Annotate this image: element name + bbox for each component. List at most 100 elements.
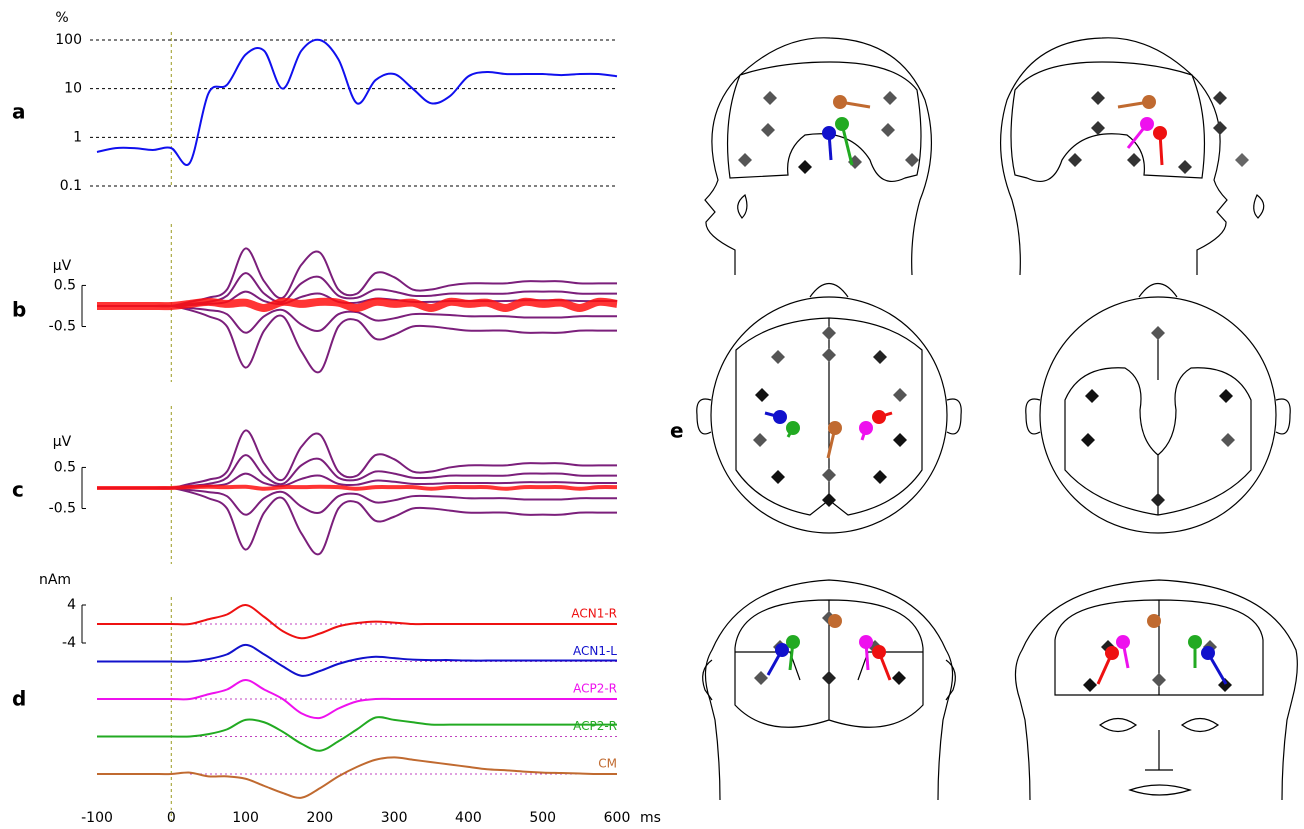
mouth xyxy=(1130,785,1190,795)
dipoles xyxy=(822,95,870,165)
y-tick-label: -0.5 xyxy=(49,319,76,335)
sensor xyxy=(881,123,895,137)
sensor xyxy=(763,91,777,105)
dipole xyxy=(786,421,800,435)
sensor xyxy=(893,433,907,447)
sensor xyxy=(1151,493,1165,507)
brain-outline xyxy=(1065,335,1251,515)
legend-label: ACN1-L xyxy=(573,644,617,658)
sensor xyxy=(822,326,836,340)
sensor xyxy=(1068,153,1082,167)
sensor xyxy=(1081,433,1095,447)
sensor xyxy=(873,470,887,484)
sensor xyxy=(883,91,897,105)
dipole xyxy=(1153,126,1167,140)
x-tick-label: 500 xyxy=(529,810,556,826)
sensor xyxy=(738,153,752,167)
ear xyxy=(697,399,711,434)
sensor xyxy=(1221,433,1235,447)
nose xyxy=(810,284,848,298)
series-line xyxy=(97,605,617,638)
panel-label: b xyxy=(12,298,26,322)
y-tick-label: 10 xyxy=(64,81,82,97)
x-tick-label: 600 xyxy=(604,810,631,826)
nose xyxy=(1145,730,1173,770)
sensor xyxy=(905,153,919,167)
sensor xyxy=(1151,326,1165,340)
series-line xyxy=(97,40,617,165)
legend-label: ACP2-R xyxy=(573,719,617,733)
ear xyxy=(738,195,747,218)
ear xyxy=(703,660,712,700)
dipole xyxy=(835,117,849,131)
x-tick-label: 200 xyxy=(306,810,333,826)
figure: e xyxy=(0,0,1304,829)
head-side-right xyxy=(1001,38,1264,275)
sensor xyxy=(1235,153,1249,167)
eye xyxy=(1100,719,1218,732)
y-tick-label: 0.5 xyxy=(54,459,76,475)
y-axis-label: μV xyxy=(53,258,72,274)
dipole xyxy=(1116,635,1130,649)
dipole xyxy=(773,410,787,424)
legend-label: ACN1-R xyxy=(571,607,617,621)
ear xyxy=(946,660,955,700)
sensor xyxy=(873,350,887,364)
series-line xyxy=(97,757,617,797)
head-top-views xyxy=(697,284,1290,534)
sensor xyxy=(761,123,775,137)
sensor xyxy=(755,388,769,402)
sensor xyxy=(1152,673,1166,687)
panel-label: e xyxy=(670,419,684,443)
ear xyxy=(1276,399,1290,434)
y-tick-label: 4 xyxy=(67,597,76,613)
sensor xyxy=(1178,160,1192,174)
dipole xyxy=(859,635,873,649)
head-side-left xyxy=(705,38,931,275)
dipole xyxy=(1140,117,1154,131)
sensors xyxy=(753,326,1235,507)
x-tick-label: -100 xyxy=(81,810,113,826)
series-line xyxy=(97,487,617,489)
series-line xyxy=(97,488,617,515)
sensor xyxy=(892,671,906,685)
x-tick-label: 100 xyxy=(232,810,259,826)
dipole xyxy=(828,614,842,628)
dipole xyxy=(1188,635,1202,649)
ear xyxy=(1254,195,1264,218)
sensor xyxy=(1083,678,1097,692)
legend-label: ACP2-R xyxy=(573,682,617,696)
y-axis-label: % xyxy=(55,10,68,26)
y-tick-label: 100 xyxy=(55,32,82,48)
dipole xyxy=(822,126,836,140)
panel-label: c xyxy=(12,478,24,502)
panel-label: d xyxy=(12,687,26,711)
sensor xyxy=(822,348,836,362)
sensor xyxy=(754,671,768,685)
x-tick-label: 0 xyxy=(167,810,176,826)
dipole xyxy=(1201,646,1215,660)
head-outline xyxy=(1001,38,1227,275)
series-line xyxy=(97,645,617,676)
dipole xyxy=(1147,614,1161,628)
sensor xyxy=(1091,121,1105,135)
sensor xyxy=(1219,389,1233,403)
head-outline xyxy=(705,38,931,275)
sensor xyxy=(1085,389,1099,403)
head-outline xyxy=(1015,580,1297,800)
sensor xyxy=(822,468,836,482)
dipole xyxy=(1142,95,1156,109)
x-tick-label: 300 xyxy=(381,810,408,826)
dipole xyxy=(872,410,886,424)
y-axis-label: nAm xyxy=(39,572,71,588)
y-tick-label: -4 xyxy=(62,635,76,651)
sensor xyxy=(771,350,785,364)
x-tick-label: 400 xyxy=(455,810,482,826)
legend-label: CM xyxy=(598,757,617,771)
series-line xyxy=(97,717,617,751)
ear xyxy=(1026,399,1040,434)
sensor xyxy=(798,160,812,174)
sensor xyxy=(1213,91,1227,105)
brain-outline xyxy=(736,318,922,515)
sensor xyxy=(1127,153,1141,167)
